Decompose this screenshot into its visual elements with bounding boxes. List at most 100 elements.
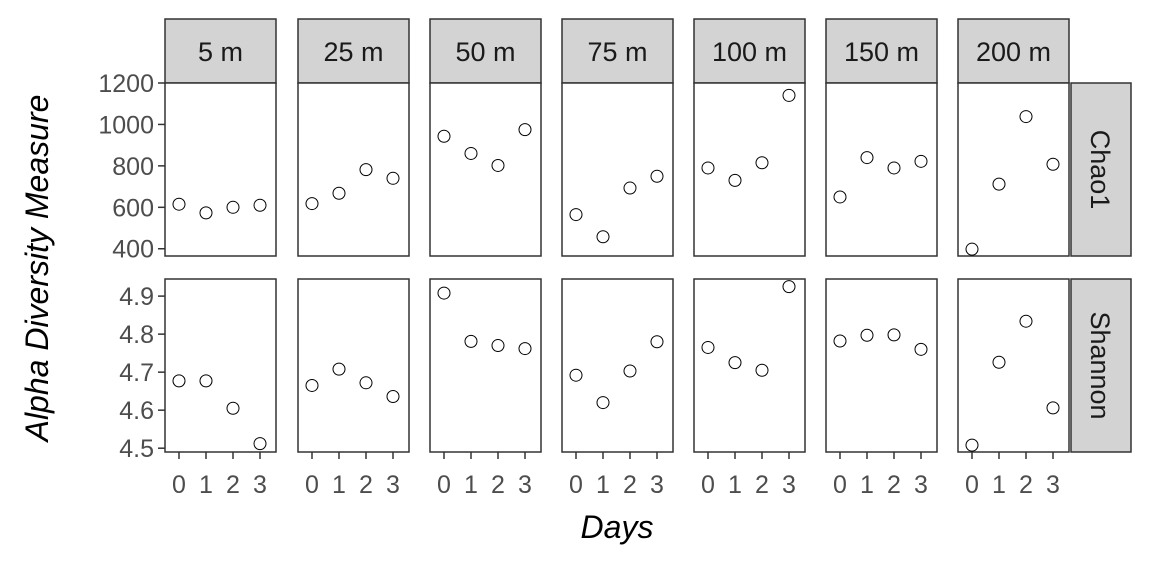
data-point-chao1-75-m	[596, 230, 610, 244]
panel-chao1-100-m	[693, 82, 806, 257]
x-tick-label: 2	[755, 471, 769, 499]
data-point-chao1-200-m	[1046, 157, 1060, 171]
data-point-chao1-25-m	[386, 171, 400, 185]
x-tick-label: 1	[199, 471, 213, 499]
y-tick-label-shannon: 4.6	[119, 397, 154, 425]
facet-strip-5-m	[164, 18, 277, 84]
data-point-chao1-100-m	[728, 173, 742, 187]
panel-shannon-200-m	[957, 278, 1070, 453]
x-tick-label: 3	[1046, 471, 1060, 499]
x-tick-label: 2	[1019, 471, 1033, 499]
panel-shannon-100-m	[693, 278, 806, 453]
data-point-shannon-5-m	[253, 437, 267, 451]
data-point-shannon-100-m	[728, 356, 742, 370]
data-point-chao1-150-m	[833, 190, 847, 204]
panel-chao1-50-m	[429, 82, 542, 257]
x-tick-label: 2	[623, 471, 637, 499]
panel-chao1-150-m	[825, 82, 938, 257]
x-tick-label: 1	[596, 471, 610, 499]
data-point-shannon-75-m	[623, 364, 637, 378]
data-point-chao1-75-m	[623, 181, 637, 195]
facet-label-25-m: 25 m	[323, 37, 383, 67]
y-tick-label-shannon: 4.8	[119, 321, 154, 349]
facet-strip-chao1	[1070, 82, 1132, 257]
data-point-shannon-200-m	[965, 438, 979, 452]
data-point-shannon-150-m	[914, 342, 928, 356]
data-point-shannon-200-m	[1046, 401, 1060, 415]
data-point-shannon-100-m	[782, 280, 796, 294]
data-point-chao1-50-m	[437, 129, 451, 143]
x-tick-label: 0	[305, 471, 319, 499]
y-tick-label-shannon: 4.9	[119, 283, 154, 311]
facet-strip-200-m	[957, 18, 1070, 84]
data-point-chao1-200-m	[1019, 110, 1033, 124]
data-point-chao1-50-m	[491, 158, 505, 172]
facet-strips: 5 m 25 m 50 m 75 m 100 m 150 m 200 m Chao1 Shann…	[164, 18, 1132, 453]
data-point-chao1-5-m	[226, 200, 240, 214]
panel-shannon-5-m	[164, 278, 277, 453]
facet-label-150-m: 150 m	[844, 37, 919, 67]
facet-label-100-m: 100 m	[712, 37, 787, 67]
facet-label-chao1: Chao1	[1085, 130, 1115, 210]
x-axis-title: Days	[581, 509, 654, 545]
data-point-shannon-5-m	[199, 374, 213, 388]
x-tick-label: 2	[359, 471, 373, 499]
data-point-shannon-150-m	[833, 334, 847, 348]
data-point-chao1-100-m	[701, 161, 715, 175]
data-point-chao1-100-m	[755, 156, 769, 170]
data-point-shannon-200-m	[1019, 314, 1033, 328]
data-point-chao1-200-m	[992, 177, 1006, 191]
data-point-chao1-150-m	[914, 154, 928, 168]
data-point-shannon-200-m	[992, 355, 1006, 369]
data-point-chao1-5-m	[253, 198, 267, 212]
data-point-shannon-5-m	[226, 401, 240, 415]
x-tick-label: 1	[332, 471, 346, 499]
x-tick-label: 3	[518, 471, 532, 499]
x-tick-label: 1	[992, 471, 1006, 499]
x-tick-label: 2	[491, 471, 505, 499]
facet-strip-50-m	[429, 18, 542, 84]
x-tick-label: 0	[437, 471, 451, 499]
data-point-chao1-50-m	[464, 146, 478, 160]
data-point-chao1-5-m	[172, 197, 186, 211]
x-tick-label: 1	[860, 471, 874, 499]
x-tick-label: 1	[464, 471, 478, 499]
x-tick-label: 3	[914, 471, 928, 499]
y-tick-label-chao1: 1200	[98, 70, 154, 98]
panel-chao1-5-m	[164, 82, 277, 257]
x-tick-label: 3	[782, 471, 796, 499]
data-point-shannon-50-m	[518, 342, 532, 356]
data-point-shannon-25-m	[359, 376, 373, 390]
data-point-shannon-75-m	[596, 396, 610, 410]
y-tick-label-chao1: 1000	[98, 111, 154, 139]
data-point-chao1-100-m	[782, 88, 796, 102]
panel-chao1-200-m	[957, 82, 1070, 257]
data-point-chao1-25-m	[359, 163, 373, 177]
panel-chao1-25-m	[297, 82, 410, 257]
data-point-chao1-75-m	[650, 169, 664, 183]
y-axis-title: Alpha Diversity Measure	[19, 95, 55, 444]
data-point-shannon-150-m	[860, 328, 874, 342]
data-point-chao1-200-m	[965, 242, 979, 256]
y-tick-label-chao1: 600	[112, 194, 154, 222]
data-point-shannon-75-m	[650, 335, 664, 349]
data-point-chao1-150-m	[887, 161, 901, 175]
facet-panels	[164, 82, 1070, 453]
data-point-shannon-5-m	[172, 374, 186, 388]
data-point-shannon-50-m	[464, 334, 478, 348]
panel-shannon-50-m	[429, 278, 542, 453]
data-point-shannon-75-m	[569, 368, 583, 382]
panel-shannon-75-m	[561, 278, 674, 453]
data-point-shannon-25-m	[386, 389, 400, 403]
data-point-chao1-25-m	[305, 197, 319, 211]
data-point-shannon-100-m	[755, 363, 769, 377]
data-point-chao1-50-m	[518, 123, 532, 137]
x-tick-label: 0	[833, 471, 847, 499]
data-point-chao1-5-m	[199, 206, 213, 220]
panel-shannon-25-m	[297, 278, 410, 453]
data-point-shannon-50-m	[491, 339, 505, 353]
data-point-shannon-25-m	[332, 362, 346, 376]
facet-strip-shannon	[1070, 278, 1132, 453]
data-point-shannon-100-m	[701, 340, 715, 354]
